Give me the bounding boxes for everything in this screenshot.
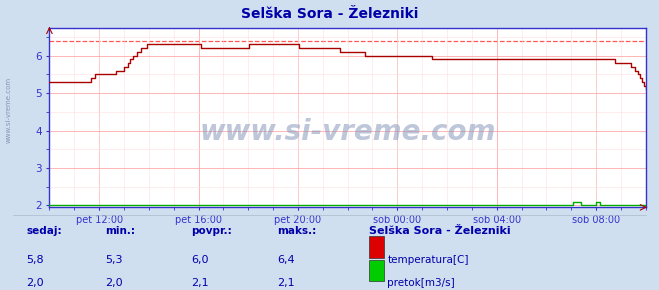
Text: min.:: min.:	[105, 226, 136, 236]
Text: 5,3: 5,3	[105, 255, 123, 265]
Text: 2,1: 2,1	[277, 278, 295, 288]
Text: Selška Sora - Železniki: Selška Sora - Železniki	[369, 226, 511, 236]
Text: 6,0: 6,0	[191, 255, 209, 265]
Text: maks.:: maks.:	[277, 226, 316, 236]
Text: Selška Sora - Železniki: Selška Sora - Železniki	[241, 7, 418, 21]
Text: povpr.:: povpr.:	[191, 226, 232, 236]
Text: 2,1: 2,1	[191, 278, 209, 288]
Text: www.si-vreme.com: www.si-vreme.com	[200, 118, 496, 146]
Text: 2,0: 2,0	[105, 278, 123, 288]
Text: www.si-vreme.com: www.si-vreme.com	[5, 77, 12, 143]
Text: sedaj:: sedaj:	[26, 226, 62, 236]
Text: pretok[m3/s]: pretok[m3/s]	[387, 278, 455, 288]
Text: 2,0: 2,0	[26, 278, 44, 288]
Text: temperatura[C]: temperatura[C]	[387, 255, 469, 265]
Text: 5,8: 5,8	[26, 255, 44, 265]
Text: 6,4: 6,4	[277, 255, 295, 265]
